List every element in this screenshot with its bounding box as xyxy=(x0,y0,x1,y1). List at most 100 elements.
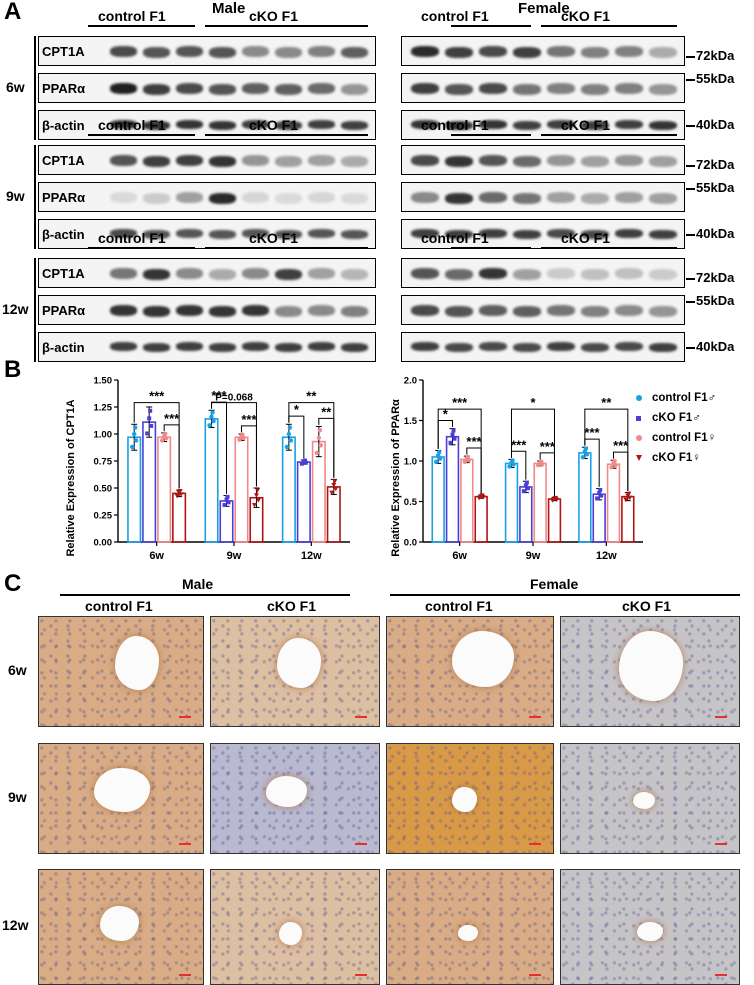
protein-band xyxy=(581,343,609,352)
protein-band xyxy=(581,306,609,317)
ppara-bar-chart: Relative Expression of PPARα 0.0 0.5 1.0 1.… xyxy=(390,376,643,562)
protein-band xyxy=(143,121,170,130)
molecular-weight-label: 55kDa xyxy=(696,71,735,86)
protein-band xyxy=(615,342,643,351)
blot-strip xyxy=(401,73,685,103)
chart-legend: control F1♂ cKO F1♂ control F1♀ cKO F1♀ xyxy=(636,388,751,468)
molecular-weight-label: 40kDa xyxy=(696,117,735,132)
data-point xyxy=(609,465,614,470)
protein-band xyxy=(176,342,203,351)
panel-a-male-label: Male xyxy=(212,0,246,17)
data-point xyxy=(317,428,323,433)
significance-label: *** xyxy=(452,395,468,410)
y-tick-label: 1.0 xyxy=(404,457,417,468)
data-point xyxy=(580,454,586,460)
protein-band xyxy=(445,306,473,317)
bar xyxy=(445,435,460,543)
protein-band xyxy=(341,230,368,239)
bar xyxy=(204,418,219,543)
bar xyxy=(606,463,621,543)
significance-bracket xyxy=(511,450,527,480)
timepoint-label: 9w xyxy=(6,188,25,204)
protein-band xyxy=(110,229,137,238)
protein-band xyxy=(275,230,302,239)
legend-item: control F1♂ xyxy=(636,388,751,408)
female-header-underline xyxy=(390,594,740,596)
data-point xyxy=(299,461,304,466)
central-vein xyxy=(94,767,150,813)
protein-band xyxy=(581,121,609,130)
data-point xyxy=(132,431,137,437)
significance-bracket xyxy=(318,417,335,478)
blot-strip xyxy=(401,182,685,212)
protein-band xyxy=(143,84,170,95)
group-underline xyxy=(88,134,195,136)
marker-tick xyxy=(686,301,695,303)
scale-bar xyxy=(179,716,191,718)
protein-band xyxy=(445,269,473,280)
protein-band xyxy=(513,156,541,167)
protein-band xyxy=(110,83,137,94)
protein-band xyxy=(275,47,302,58)
y-tick-label: 1.5 xyxy=(404,416,418,427)
blot-strip: β-actin xyxy=(38,332,376,362)
data-point xyxy=(451,428,456,433)
bar xyxy=(142,421,157,543)
bar xyxy=(504,462,519,543)
protein-band xyxy=(209,47,236,58)
blot-strip xyxy=(401,219,685,249)
significance-label: *** xyxy=(241,412,257,427)
data-point xyxy=(284,444,290,450)
y-tick-label: 1.00 xyxy=(94,430,113,441)
central-vein xyxy=(452,786,477,813)
data-point xyxy=(333,486,339,492)
timepoint-label: 12w xyxy=(2,301,29,317)
group-label-cko: cKO F1 xyxy=(249,8,299,24)
y-tick-label: 0.75 xyxy=(94,457,113,468)
protein-band xyxy=(479,83,507,94)
protein-band xyxy=(242,155,269,166)
histology-group-cko-female: cKO F1 xyxy=(622,598,672,614)
protein-band xyxy=(649,230,677,239)
protein-band xyxy=(275,84,302,95)
data-point xyxy=(210,410,215,415)
timepoint-bracket xyxy=(34,258,36,362)
protein-band xyxy=(176,155,203,166)
significance-label: ** xyxy=(321,404,332,419)
protein-band xyxy=(275,306,302,317)
molecular-weight-label: 40kDa xyxy=(696,339,735,354)
y-tick-label: 0.00 xyxy=(94,538,113,549)
protein-band xyxy=(275,269,302,280)
data-point xyxy=(225,494,230,499)
protein-band xyxy=(209,343,236,352)
protein-band xyxy=(242,83,269,94)
data-point xyxy=(316,435,322,440)
blot-strip: PPARα xyxy=(38,182,376,212)
significance-bracket xyxy=(240,425,257,487)
x-tick-label: 9w xyxy=(526,550,541,562)
data-point xyxy=(145,431,150,436)
data-point xyxy=(302,458,307,463)
cpt1a-ylabel: Relative Expression of CPT1A xyxy=(65,399,77,556)
group-underline xyxy=(541,247,677,249)
protein-band xyxy=(479,155,507,166)
central-vein xyxy=(457,925,479,942)
protein-band xyxy=(615,46,643,57)
protein-band xyxy=(242,120,269,129)
protein-band xyxy=(176,192,203,203)
scale-bar xyxy=(715,974,727,976)
histology-timepoint-label: 6w xyxy=(8,661,27,678)
protein-band xyxy=(143,343,170,352)
legend-label: cKO F1♀ xyxy=(652,452,701,464)
data-point xyxy=(479,493,485,498)
significance-bracket xyxy=(437,420,454,449)
protein-band xyxy=(242,46,269,57)
group-label-control: control F1 xyxy=(421,230,489,246)
data-point xyxy=(523,483,528,488)
protein-band xyxy=(479,120,507,129)
molecular-weight-label: 72kDa xyxy=(696,270,735,285)
blot-strip: PPARα xyxy=(38,295,376,325)
data-point xyxy=(159,438,165,443)
protein-band xyxy=(341,156,368,167)
protein-label: β-actin xyxy=(42,340,88,355)
